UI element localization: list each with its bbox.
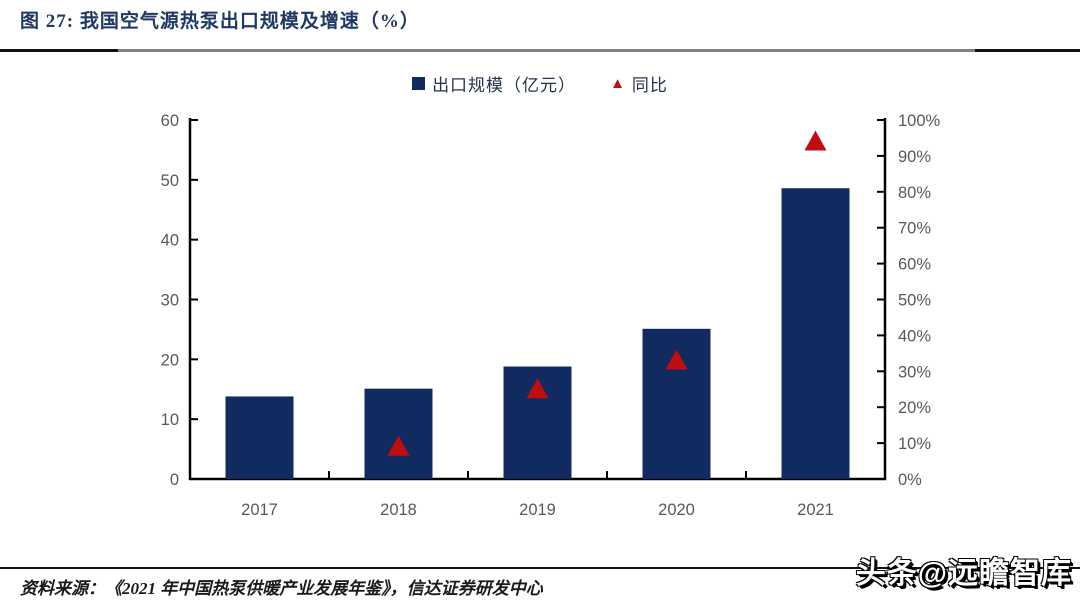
source-text: 资料来源：《2021 年中国热泵供暖产业发展年鉴》，信达证券研发中心 — [20, 579, 543, 598]
chart-legend: 出口规模（亿元） ▲ 同比 — [0, 71, 1080, 96]
legend-marker-label: 同比 — [631, 76, 668, 95]
x-label-2017: 2017 — [241, 501, 278, 519]
legend-bar-label: 出口规模（亿元） — [432, 76, 577, 95]
bar-2018 — [364, 388, 433, 479]
y-left-label: 20 — [161, 351, 179, 369]
x-label-2019: 2019 — [519, 501, 556, 519]
y-left-label: 60 — [161, 112, 179, 130]
y-right-label: 80% — [898, 184, 931, 202]
y-right-label: 20% — [898, 399, 931, 417]
legend-item-yoy: ▲ 同比 — [610, 71, 668, 96]
y-right-label: 50% — [898, 292, 931, 310]
y-left-label: 50 — [161, 172, 179, 190]
triangle-marker-icon: ▲ — [610, 75, 625, 92]
x-label-2021: 2021 — [797, 501, 834, 519]
marker-2018 — [387, 435, 410, 456]
y-left-label: 40 — [161, 232, 179, 250]
bar-swatch-icon — [412, 77, 426, 90]
source-divider — [0, 567, 1080, 569]
marker-2019 — [526, 378, 549, 399]
y-left-label: 10 — [161, 411, 179, 429]
x-label-2020: 2020 — [658, 501, 695, 519]
bar-2021 — [781, 188, 850, 479]
title-divider — [0, 49, 1080, 52]
y-right-label: 90% — [898, 148, 931, 166]
figure-title: 图 27: 我国空气源热泵出口规模及增速（%） — [20, 11, 420, 32]
y-right-label: 40% — [898, 327, 931, 345]
y-right-label: 30% — [898, 363, 931, 381]
x-label-2018: 2018 — [380, 501, 417, 519]
y-left-label: 0 — [170, 471, 179, 489]
marker-2020 — [665, 349, 688, 370]
watermark-badge: 头条@远瞻智库 — [855, 557, 1072, 590]
y-right-label: 60% — [898, 256, 931, 274]
y-right-label: 0% — [898, 471, 922, 489]
bar-2017 — [225, 396, 294, 479]
y-right-label: 10% — [898, 435, 931, 453]
marker-2021 — [804, 130, 827, 151]
y-right-label: 70% — [898, 220, 931, 238]
y-right-label: 100% — [898, 112, 941, 130]
legend-item-export-scale: 出口规模（亿元） — [412, 71, 576, 96]
y-left-label: 30 — [161, 292, 179, 310]
